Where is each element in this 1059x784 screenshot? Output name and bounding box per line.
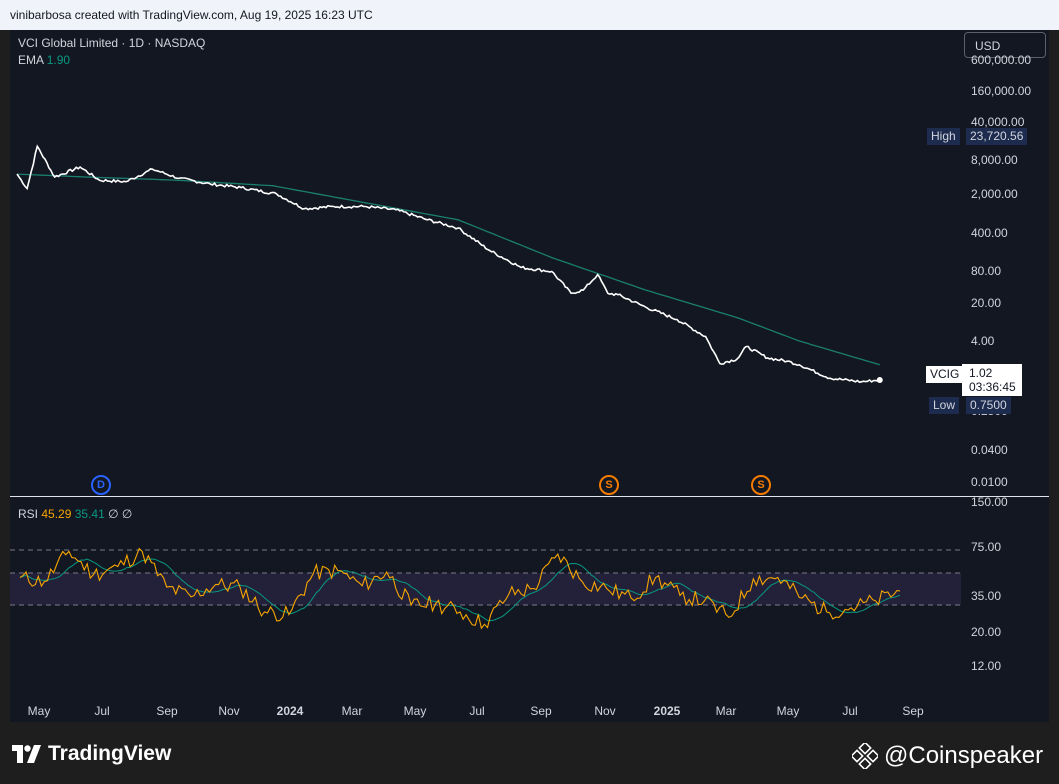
time-tick: Nov bbox=[594, 704, 616, 718]
last-price-value: 1.02 bbox=[969, 366, 993, 380]
symbol-title-text: VCI Global Limited · 1D · NASDAQ bbox=[18, 36, 206, 50]
high-label-tag: High bbox=[927, 128, 960, 145]
footer-bar bbox=[0, 722, 1059, 784]
currency-button[interactable]: USD bbox=[964, 32, 1046, 58]
last-price-box: 1.02 03:36:45 bbox=[962, 364, 1022, 396]
rsi-ma-value: 35.41 bbox=[74, 507, 105, 521]
ticker-label: VCIG bbox=[930, 367, 960, 381]
price-tick: 160,000.00 bbox=[971, 84, 1032, 98]
header-caption: vinibarbosa created with TradingView.com… bbox=[10, 8, 373, 22]
rsi-ma-line bbox=[19, 558, 901, 622]
rsi-tick: 150.00 bbox=[971, 495, 1008, 509]
time-tick: May bbox=[776, 704, 800, 718]
time-tick: Jul bbox=[842, 704, 858, 718]
price-tick: 8,000.00 bbox=[971, 153, 1018, 167]
low-label-tag: Low bbox=[929, 397, 960, 414]
time-tick: May bbox=[403, 704, 427, 718]
rsi-value: 45.29 bbox=[41, 507, 72, 521]
ticker-tag: VCIG bbox=[926, 366, 964, 383]
rsi-label: RSI bbox=[18, 507, 39, 521]
price-tick: 40,000.00 bbox=[971, 115, 1025, 129]
time-tick: 2024 bbox=[276, 704, 304, 718]
tradingview-icon bbox=[12, 745, 41, 763]
time-tick: Sep bbox=[902, 704, 924, 718]
time-tick: Mar bbox=[341, 704, 363, 718]
rsi-band bbox=[10, 573, 961, 605]
ema-value: 1.90 bbox=[46, 53, 71, 67]
rsi-legend[interactable]: RSI 45.29 35.41 ∅ ∅ bbox=[18, 507, 132, 521]
tradingview-brand: TradingView bbox=[48, 742, 172, 765]
price-tick: 600,000.00 bbox=[971, 53, 1032, 67]
coinspeaker-icon bbox=[852, 743, 878, 769]
price-tick: 20.00 bbox=[971, 296, 1002, 310]
dividend-event-marker[interactable]: D bbox=[91, 475, 111, 495]
time-tick: Mar bbox=[715, 704, 737, 718]
pane-separator[interactable] bbox=[10, 496, 961, 497]
time-tick: Jul bbox=[469, 704, 485, 718]
last-price-dot bbox=[876, 377, 883, 384]
price-tick: 0.0400 bbox=[971, 443, 1008, 457]
ema-line bbox=[16, 173, 880, 366]
time-tick: 2025 bbox=[653, 704, 681, 718]
high-label: High bbox=[931, 129, 956, 143]
ema-legend[interactable]: EMA 1.90 bbox=[18, 53, 70, 67]
high-value-tag: 23,720.56 bbox=[966, 128, 1028, 145]
rsi-tick: 12.00 bbox=[971, 659, 1002, 673]
low-label: Low bbox=[933, 398, 956, 412]
low-value-tag: 0.7500 bbox=[966, 397, 1011, 414]
time-tick: Sep bbox=[156, 704, 178, 718]
price-tick: 2,000.00 bbox=[971, 187, 1018, 201]
tradingview-logo[interactable]: TradingView bbox=[12, 742, 171, 766]
price-tick: 0.0100 bbox=[971, 475, 1008, 489]
time-tick: Sep bbox=[530, 704, 552, 718]
coinspeaker-watermark: @Coinspeaker bbox=[852, 742, 1043, 770]
rsi-line bbox=[19, 547, 901, 630]
price-tick: 80.00 bbox=[971, 264, 1002, 278]
rsi-tick: 35.00 bbox=[971, 589, 1002, 603]
split-event-marker[interactable]: S bbox=[751, 475, 771, 495]
rsi-extra: ∅ ∅ bbox=[108, 507, 133, 521]
rsi-tick: 75.00 bbox=[971, 540, 1002, 554]
axis-separator bbox=[961, 496, 1049, 497]
rsi-tick: 20.00 bbox=[971, 625, 1002, 639]
price-tick: 4.00 bbox=[971, 334, 995, 348]
coinspeaker-text: @Coinspeaker bbox=[884, 742, 1044, 769]
time-tick: Nov bbox=[218, 704, 240, 718]
bar-countdown: 03:36:45 bbox=[969, 380, 1016, 394]
price-line bbox=[16, 144, 881, 384]
price-tick: 400.00 bbox=[971, 226, 1008, 240]
time-tick: May bbox=[27, 704, 51, 718]
high-value: 23,720.56 bbox=[970, 129, 1024, 143]
ema-label: EMA bbox=[18, 53, 44, 67]
low-value: 0.7500 bbox=[970, 398, 1007, 412]
header-bar: vinibarbosa created with TradingView.com… bbox=[0, 0, 1059, 30]
split-event-marker[interactable]: S bbox=[599, 475, 619, 495]
chart-frame[interactable] bbox=[10, 30, 1049, 722]
time-tick: Jul bbox=[94, 704, 110, 718]
symbol-title[interactable]: VCI Global Limited · 1D · NASDAQ bbox=[18, 36, 205, 50]
